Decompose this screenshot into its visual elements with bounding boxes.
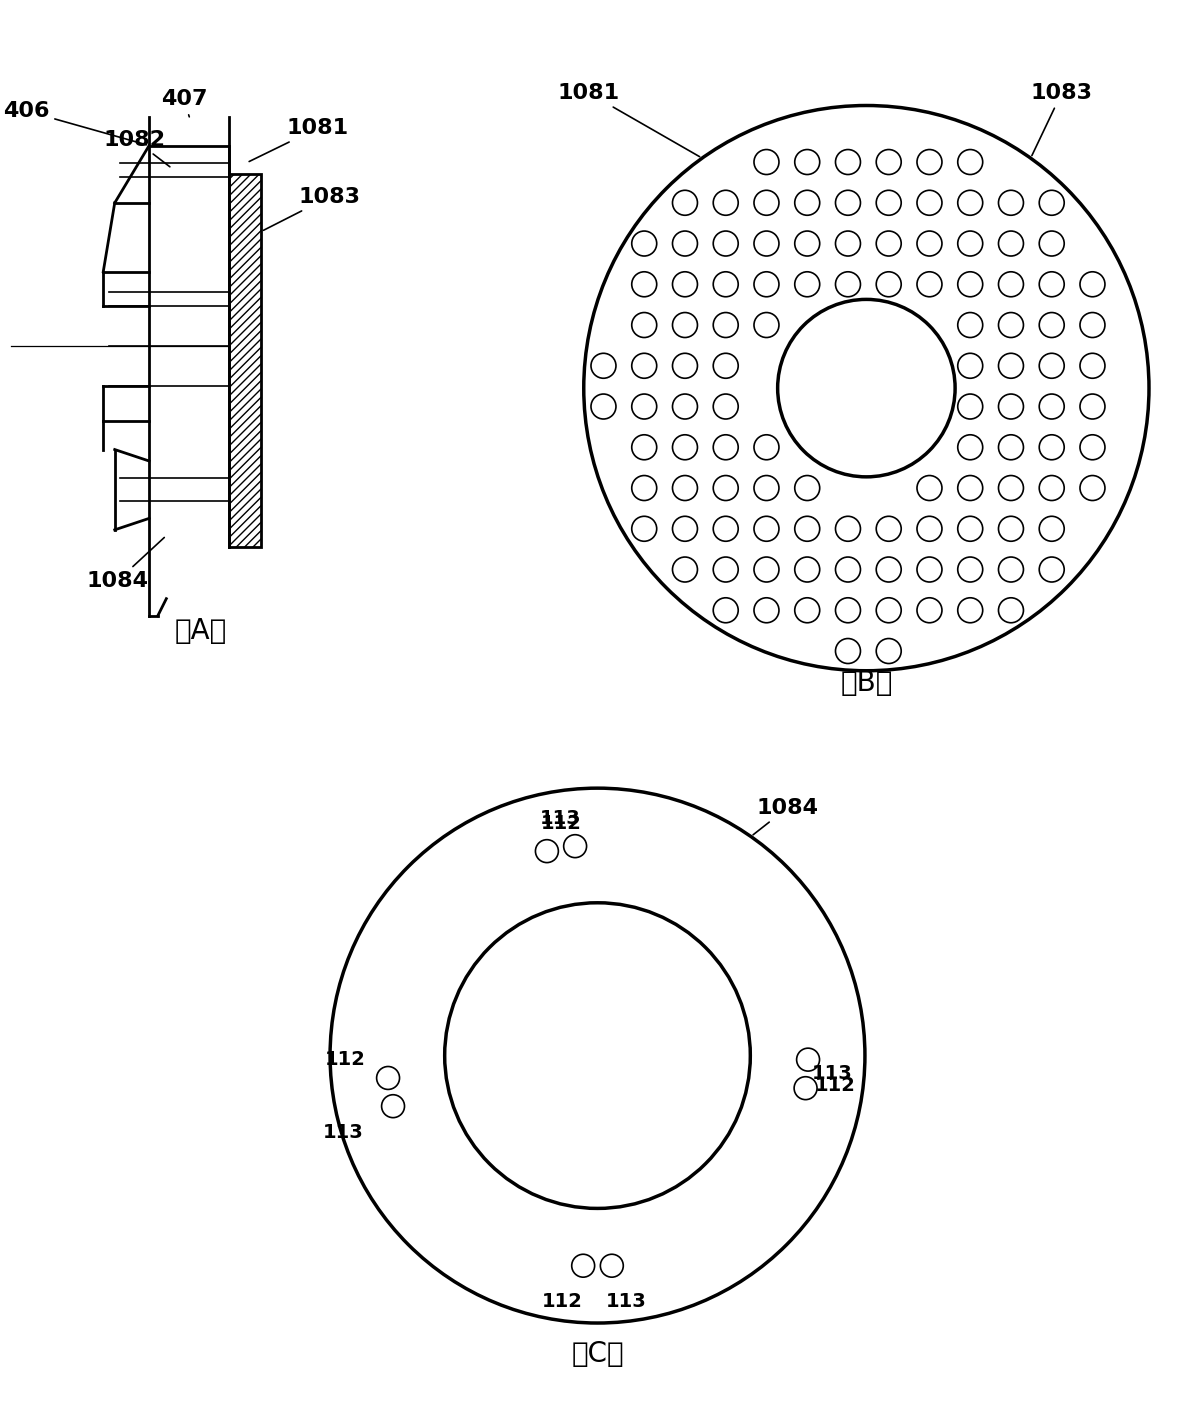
Text: 113: 113 [540,809,581,828]
Text: 406: 406 [2,100,147,144]
Text: 1083: 1083 [263,187,360,231]
Text: 112: 112 [815,1077,856,1095]
Text: 1084: 1084 [86,538,164,591]
Text: 407: 407 [160,89,207,117]
Text: （B）: （B） [840,669,893,698]
Text: （A）: （A） [174,617,227,645]
Text: 1084: 1084 [753,798,819,835]
Text: 1081: 1081 [249,117,349,161]
Text: 113: 113 [811,1064,853,1082]
Text: 1081: 1081 [557,83,699,157]
Text: 112: 112 [324,1050,366,1070]
Text: 1082: 1082 [103,130,170,167]
Text: 113: 113 [323,1124,363,1142]
Text: （C）: （C） [571,1340,624,1367]
Text: 112: 112 [540,814,582,833]
Polygon shape [229,174,261,548]
Text: 112: 112 [541,1292,583,1312]
Text: 1083: 1083 [1030,83,1092,156]
Text: 113: 113 [606,1292,646,1312]
